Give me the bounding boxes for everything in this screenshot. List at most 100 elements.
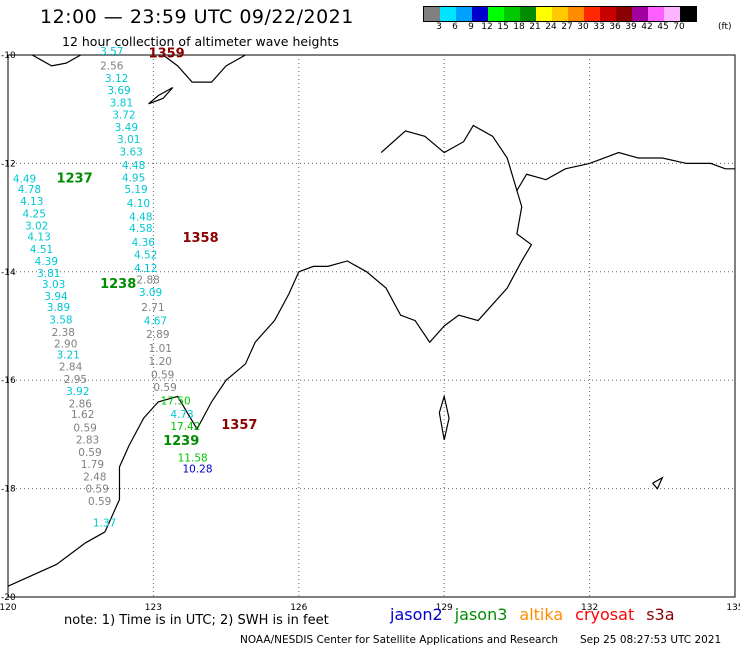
footer-note: note: 1) Time is in UTC; 2) SWH is in fe…	[64, 613, 329, 628]
mission-s3a: s3a	[646, 605, 675, 624]
wave-height-label: 4.49	[13, 173, 36, 185]
wave-height-label: 4.67	[144, 315, 167, 327]
legend-swatch	[488, 7, 504, 21]
wave-height-label: 2.38	[52, 327, 75, 339]
legend-label: 15	[497, 22, 509, 32]
x-tick-label: 123	[145, 603, 162, 613]
legend-swatch	[424, 7, 440, 21]
coastline	[7, 531, 106, 587]
legend-label: 6	[452, 22, 458, 32]
wave-height-label: 11.58	[178, 453, 208, 465]
legend-label: 45	[657, 22, 669, 32]
wave-height-label: 3.81	[37, 268, 60, 280]
legend-label: 70	[673, 22, 685, 32]
wave-height-label: 3.09	[139, 287, 162, 299]
legend-label: 33	[593, 22, 605, 32]
wave-height-label: 4.48	[122, 160, 145, 172]
legend-label: 21	[529, 22, 541, 32]
color-scale-legend	[423, 6, 697, 22]
legend-label: 30	[577, 22, 589, 32]
wave-height-label: 4.48	[129, 211, 152, 223]
wave-height-label: 2.84	[59, 361, 83, 373]
coastline	[438, 394, 450, 440]
coastline	[162, 54, 246, 83]
wave-height-label: 3.94	[44, 291, 68, 303]
wave-height-label: 4.78	[18, 184, 41, 196]
wave-height-label: 0.59	[153, 382, 176, 394]
map-frame	[7, 54, 736, 598]
wave-height-label: 0.59	[86, 483, 109, 495]
legend-label: 36	[609, 22, 621, 32]
x-tick-label: 126	[290, 603, 307, 613]
wave-height-label: 2.83	[76, 435, 99, 447]
wave-height-label: 10.28	[182, 463, 212, 475]
legend-label: 42	[641, 22, 653, 32]
color-scale-unit: (ft)	[718, 22, 732, 32]
pass-number-label: 1239	[163, 434, 199, 449]
wave-height-label: 3.72	[112, 109, 135, 121]
page-title: 12:00 — 23:59 UTC 09/22/2021	[40, 6, 354, 28]
legend-swatch	[568, 7, 584, 21]
wave-height-label: 2.88	[136, 275, 159, 287]
wave-height-label: 3.12	[105, 73, 128, 85]
mission-jason3: jason3	[454, 605, 508, 624]
legend-swatch	[632, 7, 648, 21]
wave-height-label: 4.25	[23, 209, 46, 221]
wave-height-label: 4.95	[122, 172, 145, 184]
legend-swatch	[440, 7, 456, 21]
legend-swatch	[552, 7, 568, 21]
coastline	[380, 124, 735, 192]
wave-height-label: 3.49	[115, 122, 138, 134]
legend-label: 3	[436, 22, 442, 32]
wave-height-label: 3.02	[25, 221, 48, 233]
legend-swatch	[472, 7, 488, 21]
wave-height-label: 17.42	[170, 421, 200, 433]
legend-label: 9	[468, 22, 474, 32]
legend-label: 27	[561, 22, 573, 32]
wave-height-label: 4.12	[134, 263, 157, 275]
wave-height-label: 3.57	[100, 46, 123, 58]
wave-height-label: 5.19	[124, 184, 147, 196]
coastline	[652, 476, 664, 490]
y-tick-label: -16	[1, 376, 16, 386]
wave-height-label: 2.86	[69, 398, 93, 410]
wave-height-label: 3.01	[117, 134, 140, 146]
coastline	[31, 54, 81, 67]
wave-height-label: 4.58	[129, 223, 152, 235]
legend-swatch	[648, 7, 664, 21]
legend-label: 12	[481, 22, 493, 32]
legend-swatch	[616, 7, 632, 21]
wave-height-label: 2.56	[100, 61, 124, 73]
wave-height-label: 4.10	[127, 198, 150, 210]
y-tick-label: -20	[1, 593, 16, 603]
wave-height-label: 1.79	[81, 459, 104, 471]
wave-height-label: 4.52	[134, 249, 157, 261]
legend-swatch	[680, 7, 696, 21]
x-tick-label: 132	[581, 603, 598, 613]
wave-height-label: 3.63	[119, 146, 142, 158]
coastline	[104, 271, 300, 533]
wave-height-label: 3.03	[42, 279, 65, 291]
mission-jason2: jason2	[390, 605, 443, 624]
wave-height-label: 4.73	[170, 409, 193, 421]
wave-height-label: 3.58	[49, 314, 72, 326]
pass-number-label: 1237	[56, 171, 92, 186]
mission-legend: jason2 jason3 altika cryosat s3a	[390, 605, 687, 624]
wave-height-label: 4.13	[20, 196, 43, 208]
wave-height-label: 1.20	[149, 356, 172, 368]
y-tick-label: -10	[1, 51, 16, 61]
wave-height-label: 4.13	[27, 231, 50, 243]
pass-number-label: 1357	[221, 418, 257, 433]
x-tick-label: 129	[436, 603, 453, 613]
legend-swatch	[520, 7, 536, 21]
coastline	[148, 86, 174, 105]
coastline	[298, 190, 533, 344]
wave-height-label: 3.89	[47, 302, 70, 314]
y-tick-label: -12	[1, 159, 16, 169]
legend-swatch	[536, 7, 552, 21]
x-tick-label: 135	[726, 603, 740, 613]
wave-height-label: 2.95	[64, 374, 87, 386]
wave-height-label: 0.59	[73, 423, 96, 435]
mission-altika: altika	[519, 605, 564, 624]
